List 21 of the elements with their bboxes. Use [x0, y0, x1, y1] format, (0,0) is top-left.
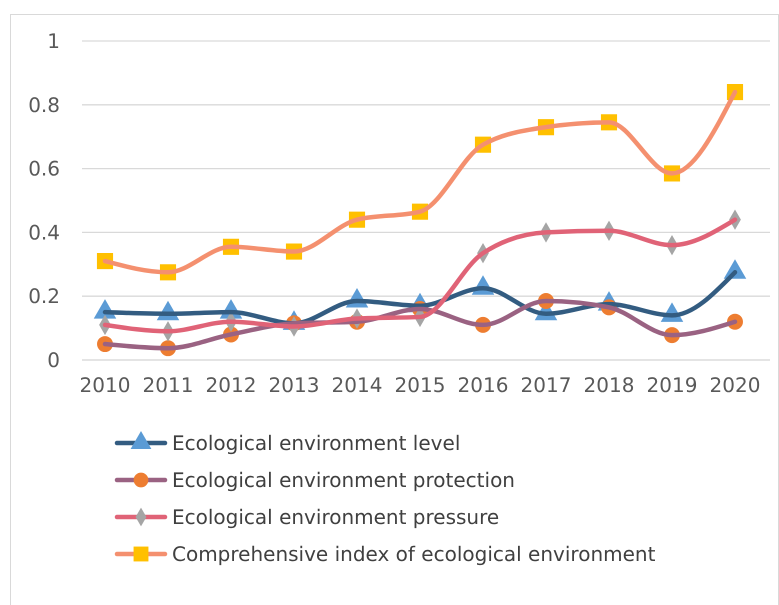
x-tick-label: 2019 [646, 373, 698, 397]
y-tick-label: 0.8 [28, 92, 60, 117]
legend-label: Ecological environment pressure [172, 505, 500, 529]
x-tick-label: 2013 [268, 373, 320, 397]
x-tick-label: 2017 [520, 373, 572, 397]
y-tick-label: 0.6 [28, 156, 60, 181]
x-tick-label: 2020 [710, 373, 760, 397]
x-tick-label: 2011 [142, 373, 194, 397]
legend-label: Comprehensive index of ecological environment [172, 542, 656, 566]
x-tick-label: 2015 [394, 373, 446, 397]
x-tick-label: 2018 [584, 373, 634, 397]
x-tick-label: 2016 [458, 373, 508, 397]
y-tick-label: 1 [47, 29, 60, 53]
x-tick-label: 2014 [332, 373, 382, 397]
y-tick-label: 0.2 [28, 284, 60, 308]
legend-label: Ecological environment level [172, 431, 460, 455]
y-tick-label: 0 [47, 348, 60, 372]
legend-label: Ecological environment protection [172, 468, 515, 492]
x-tick-label: 2012 [206, 373, 256, 397]
y-tick-label: 0.4 [28, 220, 60, 244]
x-tick-label: 2010 [80, 373, 130, 397]
